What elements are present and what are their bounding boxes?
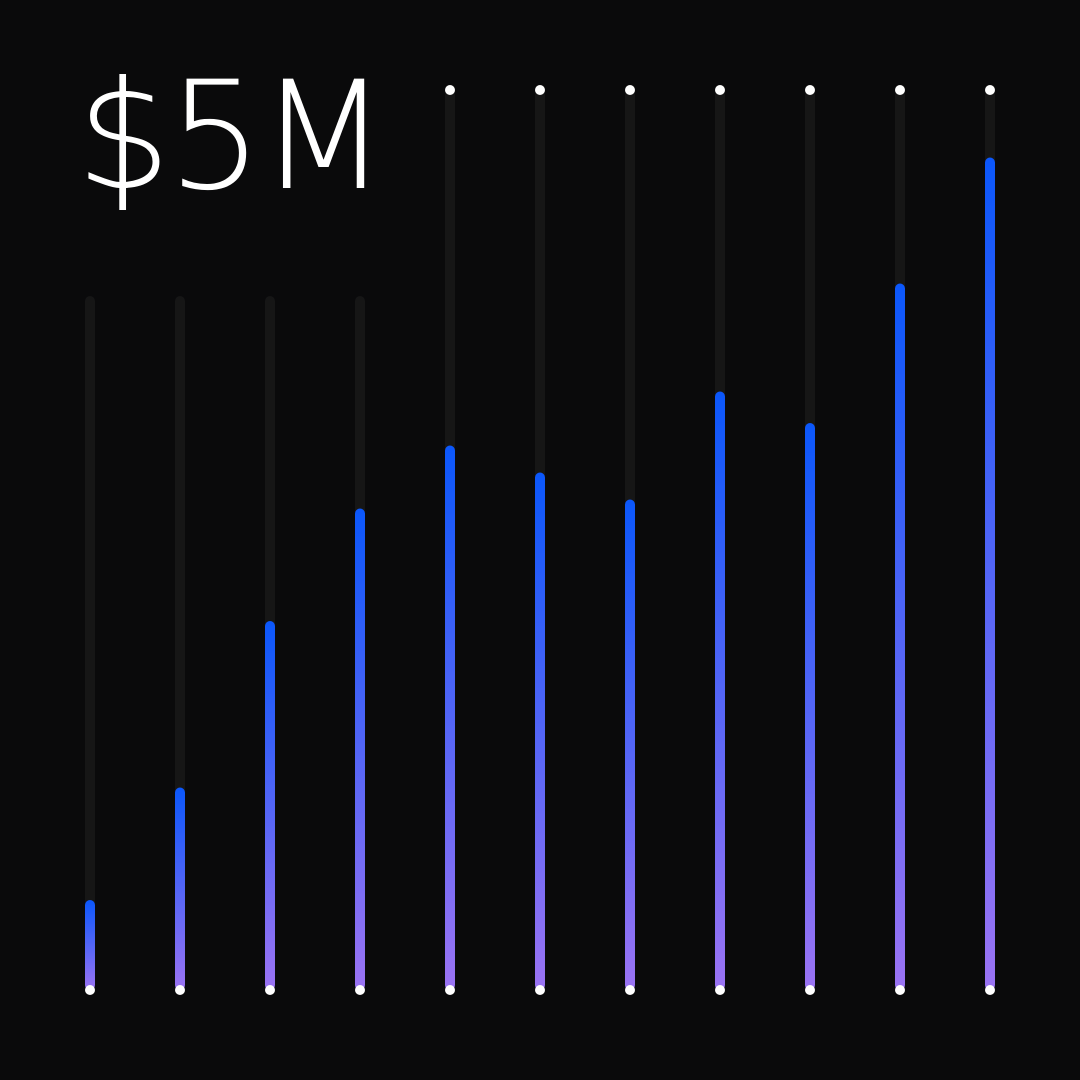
bar-base-dot — [985, 985, 995, 995]
bar — [445, 445, 455, 990]
track-top-dot — [805, 85, 815, 95]
bar — [535, 472, 545, 990]
bar — [355, 508, 365, 990]
track-top-dot — [985, 85, 995, 95]
bar-track — [85, 296, 95, 990]
bar — [715, 391, 725, 990]
bar-base-dot — [445, 985, 455, 995]
bar-endpoint-dots — [85, 85, 995, 995]
track-top-dot — [715, 85, 725, 95]
bar — [85, 900, 95, 990]
track-top-dot — [445, 85, 455, 95]
bar-base-dot — [805, 985, 815, 995]
bar-base-dot — [625, 985, 635, 995]
track-top-dot — [625, 85, 635, 95]
bar-base-dot — [265, 985, 275, 995]
bar-base-dot — [715, 985, 725, 995]
bars — [85, 157, 995, 990]
track-top-dot — [895, 85, 905, 95]
bar — [175, 787, 185, 990]
bar — [265, 621, 275, 990]
bar — [985, 157, 995, 990]
bar-base-dot — [895, 985, 905, 995]
bar — [805, 423, 815, 990]
headline-value: $5M — [76, 50, 388, 224]
bar-base-dot — [355, 985, 365, 995]
bar — [895, 283, 905, 990]
bar — [625, 499, 635, 990]
bar-base-dot — [85, 985, 95, 995]
bar-base-dot — [175, 985, 185, 995]
track-top-dot — [535, 85, 545, 95]
bar-base-dot — [535, 985, 545, 995]
